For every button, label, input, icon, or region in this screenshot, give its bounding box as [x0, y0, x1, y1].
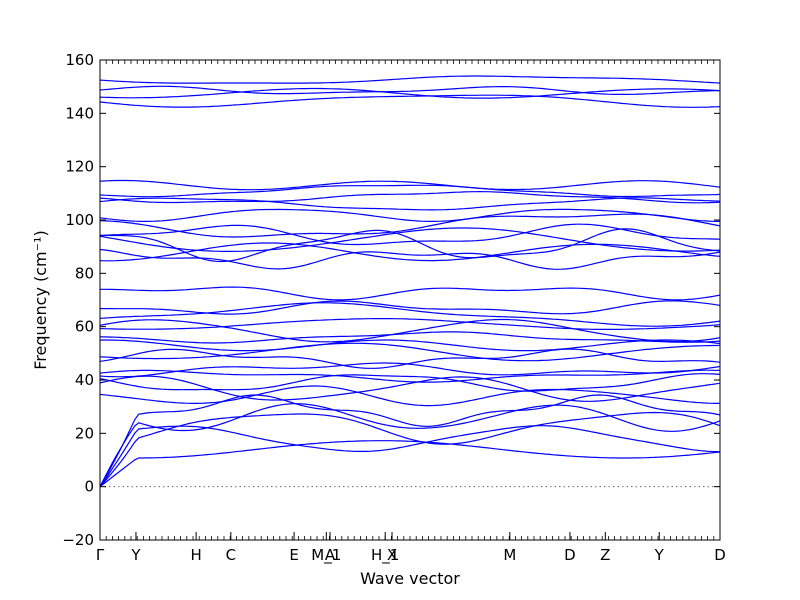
y-axis-ticks: −20 0 20 40 60 80 100 120 140 160: [62, 51, 720, 549]
y-tick-label: 40: [75, 371, 94, 389]
y-tick-label: 0: [84, 478, 94, 496]
x-axis-ticks: Γ Y H C E M_1A H_1X M D Z Y D: [96, 60, 726, 565]
phonon-band-line: [100, 302, 720, 327]
band-lines: [100, 75, 720, 488]
y-tick-label: 160: [65, 51, 94, 69]
phonon-band-line: [100, 362, 720, 378]
x-tick-label: E: [289, 546, 298, 564]
phonon-band-line: [100, 227, 720, 252]
x-tick-label: Γ: [96, 546, 105, 564]
x-tick-label: A: [325, 546, 336, 564]
x-tick-label: H_1: [371, 546, 399, 565]
phonon-band-line: [100, 342, 720, 362]
phonon-band-line: [100, 208, 720, 222]
x-axis-label: Wave vector: [360, 569, 460, 588]
phonon-band-line: [100, 425, 720, 488]
phonon-band-line: [100, 339, 720, 352]
phonon-band-line: [100, 179, 720, 191]
phonon-band-line: [100, 318, 720, 343]
x-tick-label: C: [226, 546, 236, 564]
phonon-band-line: [100, 197, 720, 211]
phonon-band-line: [100, 228, 720, 263]
y-tick-label: 20: [75, 424, 94, 442]
y-tick-label: 60: [75, 318, 94, 336]
phonon-band-line: [100, 248, 720, 270]
y-axis-label: Frequency (cm⁻¹): [31, 230, 50, 369]
phonon-band-line: [100, 440, 720, 488]
phonon-band-line: [100, 75, 720, 84]
x-tick-label: M: [503, 546, 516, 564]
phonon-band-line: [100, 318, 720, 330]
phonon-band-line: [100, 369, 720, 383]
phonon-band-line: [100, 242, 720, 262]
phonon-band-line: [100, 348, 720, 369]
phonon-band-line: [100, 286, 720, 301]
phonon-band-line: [100, 375, 720, 402]
phonon-band-line: [100, 331, 720, 344]
x-tick-label: Y: [654, 546, 665, 564]
phonon-band-line: [100, 87, 720, 99]
phonon-band-line: [100, 213, 720, 238]
y-tick-label: 120: [65, 158, 94, 176]
y-tick-label: 140: [65, 104, 94, 122]
y-tick-label: −20: [62, 531, 94, 549]
phonon-band-line: [100, 223, 720, 246]
phonon-band-line: [100, 373, 720, 392]
phonon-band-line: [100, 184, 720, 198]
x-tick-label: D: [564, 546, 576, 564]
phonon-band-line: [100, 394, 720, 488]
phonon-band-line: [100, 403, 720, 487]
phonon-band-line: [100, 85, 720, 95]
x-tick-label: H: [190, 546, 201, 564]
x-tick-label: D: [714, 546, 726, 564]
x-tick-label: X: [387, 546, 397, 564]
x-tick-label: Y: [130, 546, 141, 564]
phonon-band-line: [100, 385, 720, 407]
y-tick-label: 100: [65, 211, 94, 229]
x-tick-label: Z: [600, 546, 610, 564]
y-tick-label: 80: [75, 264, 94, 282]
phonon-band-line: [100, 411, 720, 488]
phonon-band-line: [100, 94, 720, 108]
x-tick-label: M_1: [311, 546, 341, 565]
